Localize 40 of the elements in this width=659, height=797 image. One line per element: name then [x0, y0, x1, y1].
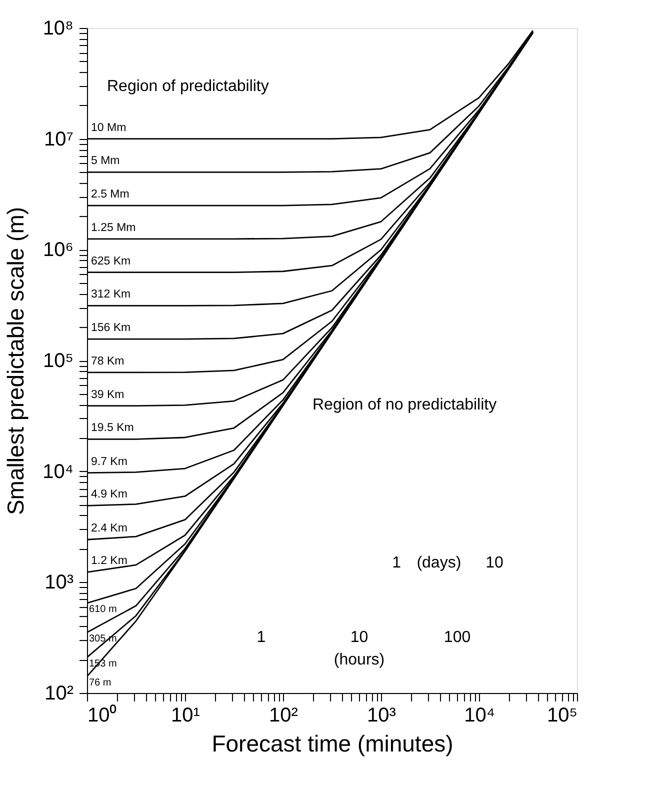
y-tick-label: 10⁵ — [42, 350, 74, 372]
annotation: 10 — [486, 554, 504, 572]
x-tick-label: 10³ — [367, 704, 396, 726]
annotation: (days) — [416, 554, 462, 572]
series-label: 10 Mm — [91, 122, 126, 134]
series-label: 19.5 Km — [91, 422, 134, 434]
annotation: 100 — [444, 629, 471, 646]
annotation: Region of no predictability — [312, 396, 497, 414]
y-axis-title: Smallest predictable scale (m) — [2, 206, 29, 516]
y-tick-label: 10⁶ — [43, 239, 74, 262]
y-tick-label: 10⁴ — [42, 460, 74, 483]
annotation: (hours) — [334, 652, 385, 669]
y-tick-label: 10⁷ — [44, 128, 74, 150]
series-label: 610 m — [89, 604, 117, 616]
x-tick-label: 10⁴ — [464, 704, 495, 726]
series-label: 1.25 Mm — [91, 222, 136, 234]
series-label: 625 Km — [91, 255, 131, 268]
y-tick-label: 10³ — [44, 572, 74, 594]
series-label: 39 Km — [91, 388, 124, 401]
annotation: Region of predictability — [107, 78, 269, 95]
series-label: 4.9 Km — [91, 488, 128, 501]
y-tick-label: 10⁸ — [42, 18, 74, 40]
series-label: 76 m — [89, 677, 112, 688]
series-label: 312 Km — [91, 288, 131, 301]
x-axis-title: Forecast time (minutes) — [212, 730, 454, 756]
x-tick-label: 10¹ — [171, 704, 200, 726]
series-label: 1.2 Km — [91, 555, 128, 568]
annotation: 1 — [256, 629, 266, 646]
x-tick-label: 10⁰ — [88, 704, 117, 726]
series-label: 2.4 Km — [91, 522, 128, 535]
series-label: 78 Km — [91, 355, 124, 368]
series-label: 9.7 Km — [91, 456, 128, 468]
x-tick-label: 10⁵ — [546, 704, 578, 726]
series-label: 2.5 Mm — [91, 188, 130, 201]
series-label: 156 Km — [91, 322, 131, 334]
series-label: 5 Mm — [91, 155, 120, 168]
annotation: 1 — [392, 554, 402, 572]
x-tick-label: 10² — [269, 704, 298, 726]
annotation: 10 — [350, 629, 368, 646]
y-tick-label: 10² — [44, 682, 74, 704]
